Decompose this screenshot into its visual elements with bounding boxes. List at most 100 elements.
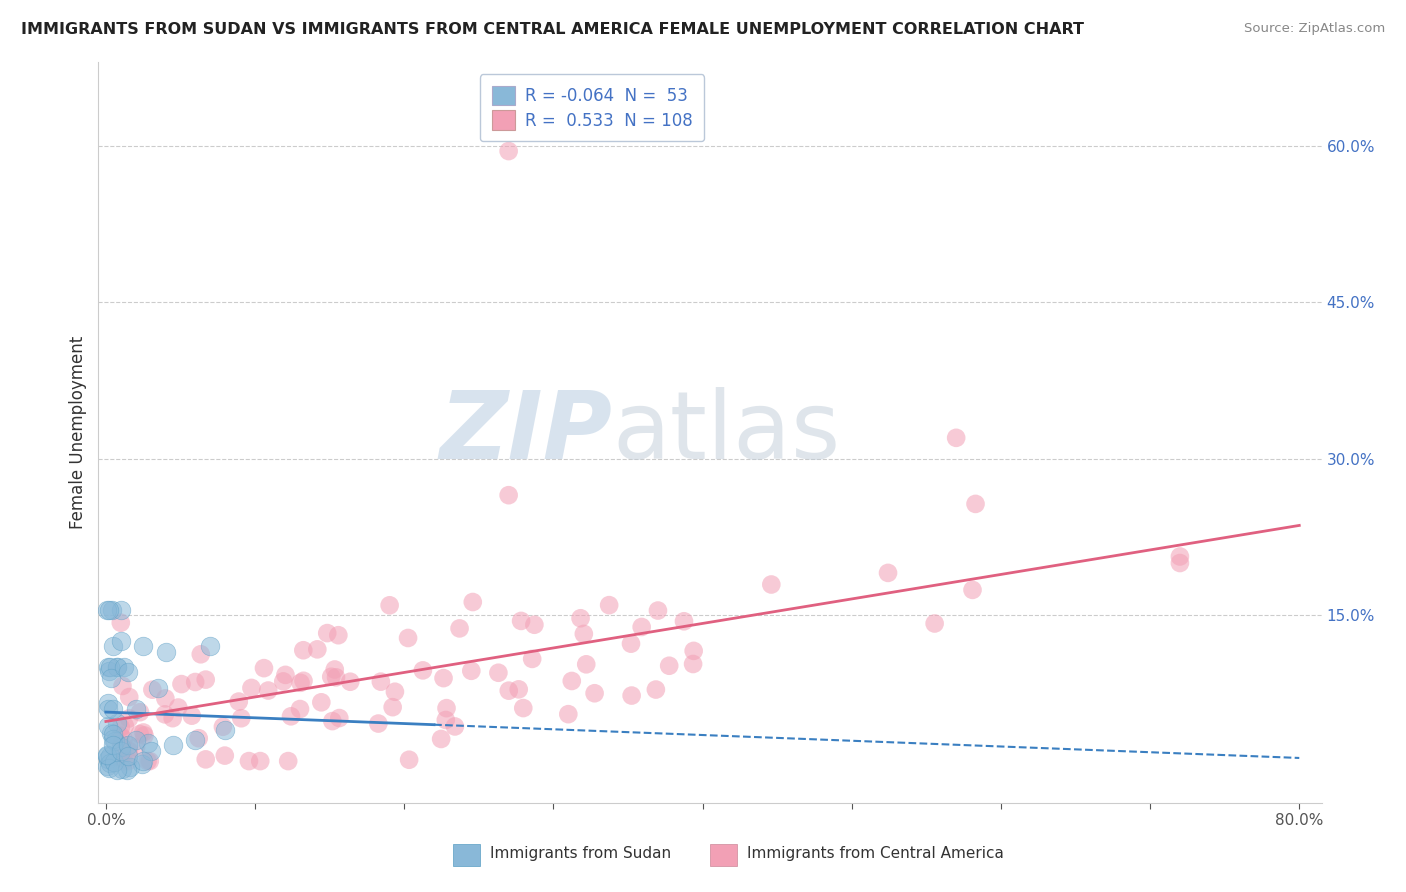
Point [100,725,122,739]
Point [110,740,132,755]
Point [460,664,482,678]
Point [658,658,681,673]
Point [328,628,350,642]
Point [110,615,132,630]
Point [162,711,184,725]
Point [328,711,350,725]
Point [117,739,139,753]
Point [449,621,471,635]
Point [321,714,343,728]
Point [139,754,162,768]
Text: atlas: atlas [612,386,841,479]
Text: Immigrants from Central America: Immigrants from Central America [747,846,1004,861]
Point [105,660,128,674]
Point [118,690,141,704]
Point [194,752,217,766]
Point [277,754,299,768]
Point [1168,556,1191,570]
Point [97,660,120,674]
Point [620,689,643,703]
Point [381,700,404,714]
Point [97,761,120,775]
Point [100,671,122,685]
Point [510,614,533,628]
Point [134,728,156,742]
FancyBboxPatch shape [453,844,479,866]
Point [877,566,900,580]
Point [110,603,132,617]
Point [1168,549,1191,564]
Point [486,665,509,680]
Point [117,748,139,763]
Point [498,683,520,698]
Point [101,731,124,746]
Point [110,720,132,734]
Point [98,660,121,674]
Point [292,673,315,688]
Point [146,681,169,695]
Point [214,748,236,763]
Point [114,719,136,733]
Point [125,740,148,755]
Point [311,695,333,709]
Point [110,737,132,751]
Point [240,681,263,695]
Point [434,713,457,727]
Point [96,759,118,773]
Point [104,734,127,748]
Point [228,695,250,709]
Point [118,760,141,774]
Point [153,707,176,722]
Point [396,631,419,645]
Point [97,696,120,710]
Point [129,705,152,719]
Point [117,665,139,680]
Point [162,739,184,753]
Point [307,642,329,657]
Point [98,756,121,770]
Text: Source: ZipAtlas.com: Source: ZipAtlas.com [1244,22,1385,36]
Point [523,617,546,632]
Point [412,664,434,678]
Point [200,640,222,654]
Point [378,599,401,613]
Point [167,700,190,714]
Point [672,615,695,629]
Point [131,756,153,771]
Point [620,637,643,651]
Point [128,727,150,741]
Point [274,668,297,682]
Text: IMMIGRANTS FROM SUDAN VS IMMIGRANTS FROM CENTRAL AMERICA FEMALE UNEMPLOYMENT COR: IMMIGRANTS FROM SUDAN VS IMMIGRANTS FROM… [21,22,1084,37]
Text: Immigrants from Sudan: Immigrants from Sudan [489,846,671,861]
Point [572,627,595,641]
Point [644,682,666,697]
Point [461,595,484,609]
Point [290,675,312,690]
Point [184,733,207,747]
Point [125,733,148,747]
Point [97,702,120,716]
Point [96,749,118,764]
Point [214,723,236,737]
Point [141,682,163,697]
Point [323,663,346,677]
Point [339,674,361,689]
Legend: R = -0.064  N =  53, R =  0.533  N = 108: R = -0.064 N = 53, R = 0.533 N = 108 [479,74,704,141]
FancyBboxPatch shape [710,844,737,866]
Point [575,657,598,672]
Point [110,744,132,758]
Point [103,640,125,654]
Point [962,582,984,597]
Point [682,644,704,658]
Point [212,720,235,734]
Point [115,763,138,777]
Point [945,431,967,445]
Point [170,677,193,691]
Point [105,716,128,731]
Point [194,673,217,687]
Point [436,701,458,715]
Point [508,682,530,697]
Point [249,754,271,768]
Point [105,660,128,674]
Point [155,691,177,706]
